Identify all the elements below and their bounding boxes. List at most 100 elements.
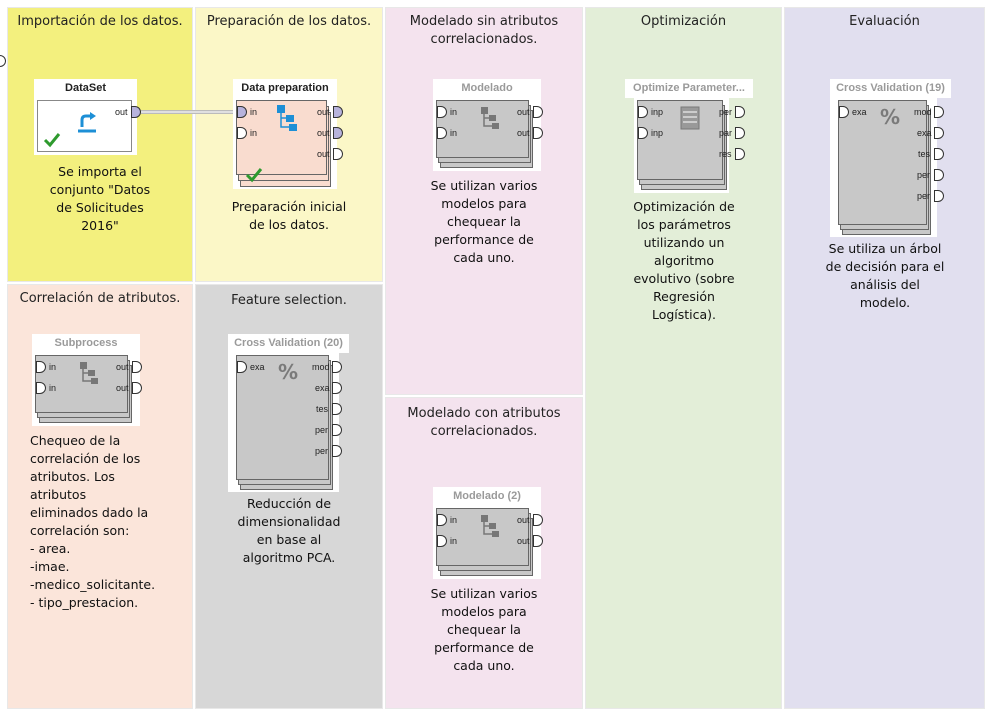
note-modelado-sin: Se utilizan varios modelos para chequear… xyxy=(430,178,538,265)
checkmark-icon xyxy=(245,168,263,183)
note-feature: Reducción de dimensionalidad en base al … xyxy=(237,496,341,565)
port-label-inp: inp xyxy=(651,107,664,117)
port-label-in: in xyxy=(450,128,458,138)
output-port[interactable] xyxy=(934,190,944,202)
subprocess-tree-icon xyxy=(481,515,499,537)
port-label-exa: exa xyxy=(852,107,867,117)
panel-title-preparacion: Preparación de los datos. xyxy=(206,14,372,29)
output-port[interactable] xyxy=(332,382,342,394)
output-port[interactable] xyxy=(332,424,342,436)
input-port[interactable] xyxy=(36,361,46,373)
output-port[interactable] xyxy=(131,106,141,118)
output-port[interactable] xyxy=(333,106,343,118)
input-port[interactable] xyxy=(437,106,447,118)
panel-title-evaluacion: Evaluación xyxy=(849,14,920,29)
output-port[interactable] xyxy=(332,445,342,457)
note-modelado-con: Se utilizan varios modelos para chequear… xyxy=(430,586,538,673)
operator-modelado[interactable]: Modelado in in out out xyxy=(433,79,543,171)
input-port[interactable] xyxy=(437,535,447,547)
subprocess-tree-icon xyxy=(481,107,499,129)
subprocess-tree-icon xyxy=(277,105,297,131)
operator-modelado-2[interactable]: Modelado (2) in in out out xyxy=(433,487,543,579)
note-correlacion: Chequeo de la correlación de los atribut… xyxy=(30,433,156,610)
operator-frame xyxy=(830,98,937,237)
input-port[interactable] xyxy=(237,106,247,118)
input-port[interactable] xyxy=(36,382,46,394)
panel-title-optimizacion: Optimización xyxy=(640,14,727,29)
port-label-out: out xyxy=(517,128,530,138)
port-label-exa: exa xyxy=(315,383,330,393)
port-label-out: out xyxy=(317,149,330,159)
port-label-out: out xyxy=(517,515,530,525)
input-port[interactable] xyxy=(437,514,447,526)
operator-title-modelado-2: Modelado (2) xyxy=(433,487,541,506)
operator-optimize-parameters[interactable]: Optimize Parameter... inp inp per par re… xyxy=(625,79,753,193)
input-port[interactable] xyxy=(237,127,247,139)
panel-feature[interactable]: Feature selection. xyxy=(195,284,383,709)
port-label-in: in xyxy=(49,383,57,393)
subprocess-tree-icon xyxy=(80,362,98,384)
input-port[interactable] xyxy=(638,106,648,118)
output-port[interactable] xyxy=(735,148,745,160)
operator-cross-validation-20[interactable]: Cross Validation (20) % exa mod exa tes … xyxy=(228,334,349,492)
panel-modelado-con[interactable]: Modelado con atributos correlacionados. xyxy=(385,397,583,709)
checkmark-icon xyxy=(43,133,61,148)
port-label-mod: mod xyxy=(914,107,932,117)
output-port[interactable] xyxy=(735,127,745,139)
panel-title-modelado-con: Modelado con atributos correlacionados. xyxy=(407,406,561,439)
output-port[interactable] xyxy=(533,514,543,526)
connection-dataset-to-preparation[interactable] xyxy=(141,110,241,114)
input-port[interactable] xyxy=(839,106,849,118)
port-label-per: per xyxy=(315,446,329,456)
operator-frame xyxy=(228,353,339,492)
output-port[interactable] xyxy=(934,169,944,181)
retrieve-arrow-icon xyxy=(78,112,96,133)
output-port[interactable] xyxy=(934,127,944,139)
port-label-in: in xyxy=(49,362,57,372)
port-label-per: per xyxy=(917,170,931,180)
operator-cross-validation-19[interactable]: Cross Validation (19) % exa mod exa tes … xyxy=(830,79,951,237)
port-label-out: out xyxy=(317,128,330,138)
output-port[interactable] xyxy=(132,361,142,373)
process-input-port[interactable] xyxy=(0,55,6,67)
port-label-mod: mod xyxy=(312,362,330,372)
port-label-in: in xyxy=(250,107,258,117)
operator-body xyxy=(637,100,723,180)
operator-title-dataset: DataSet xyxy=(34,79,137,98)
output-port[interactable] xyxy=(735,106,745,118)
input-port[interactable] xyxy=(437,127,447,139)
output-port[interactable] xyxy=(934,106,944,118)
port-label-per: per xyxy=(315,425,329,435)
input-port[interactable] xyxy=(237,361,247,373)
note-optimizacion: Optimización de los parámetros utilizand… xyxy=(633,199,735,322)
operator-data-preparation[interactable]: Data preparation in in out out out xyxy=(233,79,343,189)
operator-body xyxy=(838,100,927,225)
output-port[interactable] xyxy=(333,148,343,160)
output-port[interactable] xyxy=(332,403,342,415)
port-label-exa: exa xyxy=(917,128,932,138)
output-port[interactable] xyxy=(533,106,543,118)
operator-body xyxy=(37,100,132,152)
port-label-out: out xyxy=(517,107,530,117)
operator-subprocess[interactable]: Subprocess in in out out xyxy=(32,334,142,426)
output-port[interactable] xyxy=(533,127,543,139)
input-port[interactable] xyxy=(638,127,648,139)
output-port[interactable] xyxy=(132,382,142,394)
port-label-inp: inp xyxy=(651,128,664,138)
port-label-out: out xyxy=(115,107,128,117)
output-port[interactable] xyxy=(333,127,343,139)
port-label-out: out xyxy=(317,107,330,117)
output-port[interactable] xyxy=(332,361,342,373)
panel-modelado-sin[interactable]: Modelado sin atributos correlacionados. xyxy=(385,7,583,395)
output-port[interactable] xyxy=(533,535,543,547)
operator-dataset[interactable]: DataSet out xyxy=(34,79,141,155)
operator-title-data-preparation: Data preparation xyxy=(233,79,337,98)
port-label-out: out xyxy=(116,362,129,372)
operator-title-optimize: Optimize Parameter... xyxy=(625,79,753,98)
note-evaluacion: Se utiliza un árbol de decisión para el … xyxy=(825,241,945,310)
port-label-in: in xyxy=(450,536,458,546)
port-label-in: in xyxy=(450,515,458,525)
percent-icon: % xyxy=(880,105,901,129)
output-port[interactable] xyxy=(934,148,944,160)
